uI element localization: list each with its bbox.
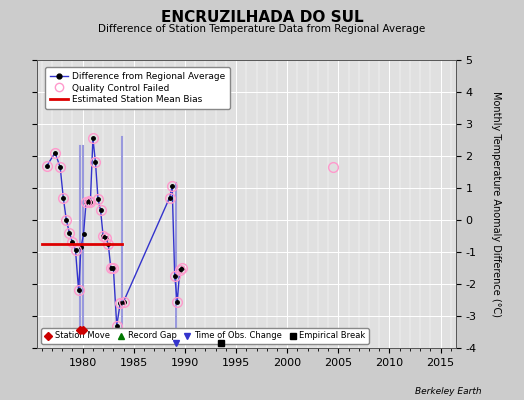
Text: Berkeley Earth: Berkeley Earth: [416, 387, 482, 396]
Text: Difference of Station Temperature Data from Regional Average: Difference of Station Temperature Data f…: [99, 24, 425, 34]
Legend: Station Move, Record Gap, Time of Obs. Change, Empirical Break: Station Move, Record Gap, Time of Obs. C…: [41, 328, 369, 344]
Text: ENCRUZILHADA DO SUL: ENCRUZILHADA DO SUL: [161, 10, 363, 25]
Y-axis label: Monthly Temperature Anomaly Difference (°C): Monthly Temperature Anomaly Difference (…: [490, 91, 500, 317]
